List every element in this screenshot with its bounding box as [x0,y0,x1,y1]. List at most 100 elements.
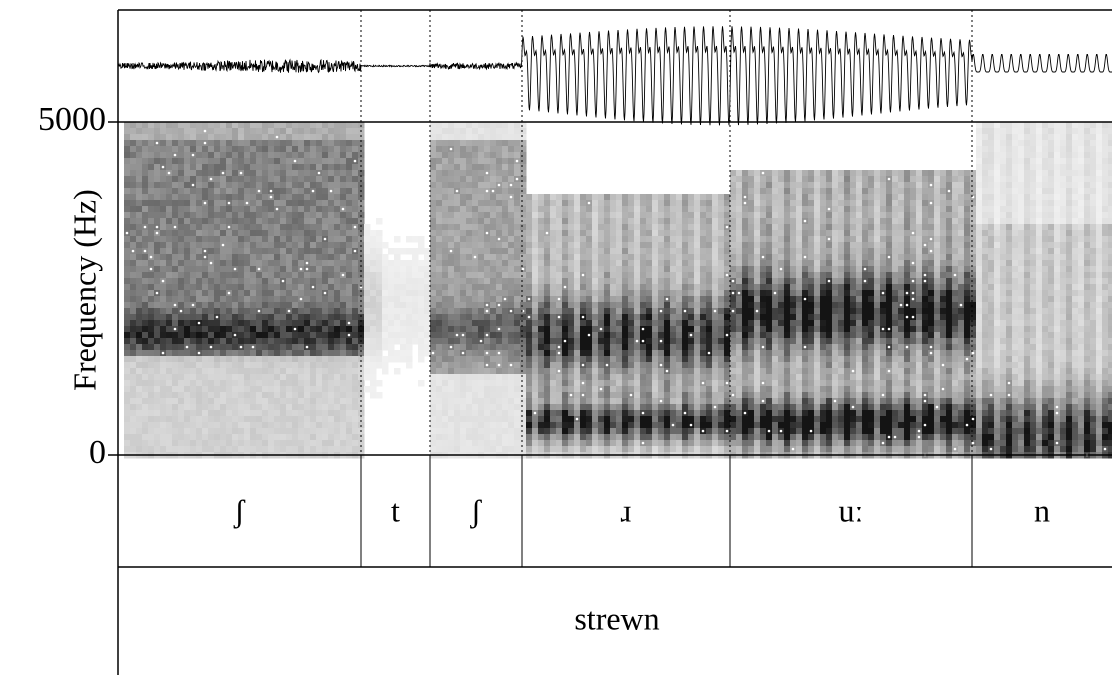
spectrogram-cell [604,260,611,267]
spectrogram-cell [244,350,251,357]
spectrogram-cell [658,260,665,267]
spectrogram-cell [568,326,575,333]
spectrogram-cell [226,266,233,273]
spectrogram-cell [658,224,665,231]
spectrogram-cell [580,350,587,357]
spectrogram-cell [652,344,659,351]
spectrogram-cell [514,440,521,447]
spectrogram-cell [724,230,731,237]
spectrogram-cell [298,260,305,267]
spectrogram-cell [592,302,599,309]
spectrogram-cell [592,266,599,273]
spectrogram-cell [202,380,209,387]
spectrogram-cell [328,200,335,207]
spectrogram-cell [262,128,269,135]
spectrogram-cell [460,206,467,213]
spectrogram-cell [184,440,191,447]
spectrogram-cell [694,308,701,315]
spectrogram-cell [208,224,215,231]
spectrogram-cell [148,428,155,435]
spectrogram-cell [550,386,557,393]
spectrogram-cell [304,374,311,381]
spectrogram-cell [496,164,503,171]
spectrogram-cell [604,290,611,297]
spectrogram-cell [484,284,491,291]
spectrogram-cell [436,182,443,189]
spectrogram-cell [418,260,425,267]
spectrogram-cell [130,278,137,285]
spectrogram-cell [640,428,647,435]
spectrogram-cell [562,350,569,357]
spectrogram-cell [472,182,479,189]
spectrogram-cell [574,272,581,279]
spectrogram-cell [484,176,491,183]
spectrogram-cell [676,386,683,393]
spectrogram-cell [484,338,491,345]
spectrogram-cell [160,338,167,345]
spectrogram-cell [502,314,509,321]
spectrogram-cell [178,344,185,351]
spectrogram-cell [208,416,215,423]
spectrogram-cell [460,362,467,369]
spectrogram-cell [388,332,395,339]
spectrogram-cell [430,146,437,153]
spectrogram-cell [556,230,563,237]
spectrogram-cell [676,350,683,357]
spectrogram-cell [574,332,581,339]
spectrogram-cell [478,320,485,327]
spectrogram-cell [478,188,485,195]
spectrogram-cell [154,314,161,321]
spectrogram-cell [430,158,437,165]
spectrogram-cell [154,374,161,381]
spectrogram-cell [358,200,365,207]
spectrogram-speck [305,267,309,271]
spectrogram-cell [676,398,683,405]
spectrogram-cell [436,122,443,129]
spectrogram-cell [478,260,485,267]
spectrogram-cell [352,446,359,453]
spectrogram-cell [304,422,311,429]
spectrogram-cell [664,260,671,267]
spectrogram-cell [268,122,275,129]
spectrogram-cell [298,350,305,357]
spectrogram-speck [473,255,477,259]
spectrogram-cell [610,350,617,357]
spectrogram-cell [640,392,647,399]
spectrogram-cell [142,152,149,159]
spectrogram-cell [148,314,155,321]
spectrogram-cell [610,284,617,291]
spectrogram-cell [484,182,491,189]
spectrogram-cell [508,368,515,375]
spectrogram-cell [484,410,491,417]
spectrogram-cell [274,428,281,435]
spectrogram-cell [562,206,569,213]
spectrogram-cell [508,446,515,453]
spectrogram-cell [430,188,437,195]
spectrogram-cell [124,284,131,291]
spectrogram-cell [604,308,611,315]
spectrogram-cell [478,236,485,243]
spectrogram-cell [316,404,323,411]
spectrogram-cell [370,362,377,369]
spectrogram-cell [712,332,719,339]
spectrogram-cell [196,170,203,177]
spectrogram-cell [340,320,347,327]
spectrogram-cell [226,368,233,375]
spectrogram-cell [316,182,323,189]
spectrogram-cell [520,272,527,279]
spectrogram-cell [592,440,599,447]
spectrogram-cell [160,176,167,183]
spectrogram-cell [142,374,149,381]
spectrogram-cell [424,284,431,291]
spectrogram-cell [316,428,323,435]
spectrogram-cell [616,398,623,405]
spectrogram-cell [622,242,629,249]
spectrogram-cell [208,326,215,333]
spectrogram-cell [622,374,629,381]
spectrogram-cell [352,428,359,435]
spectrogram-cell [154,266,161,273]
spectrogram-cell [700,332,707,339]
spectrogram-cell [418,242,425,249]
spectrogram-cell [178,278,185,285]
spectrogram-cell [124,314,131,321]
